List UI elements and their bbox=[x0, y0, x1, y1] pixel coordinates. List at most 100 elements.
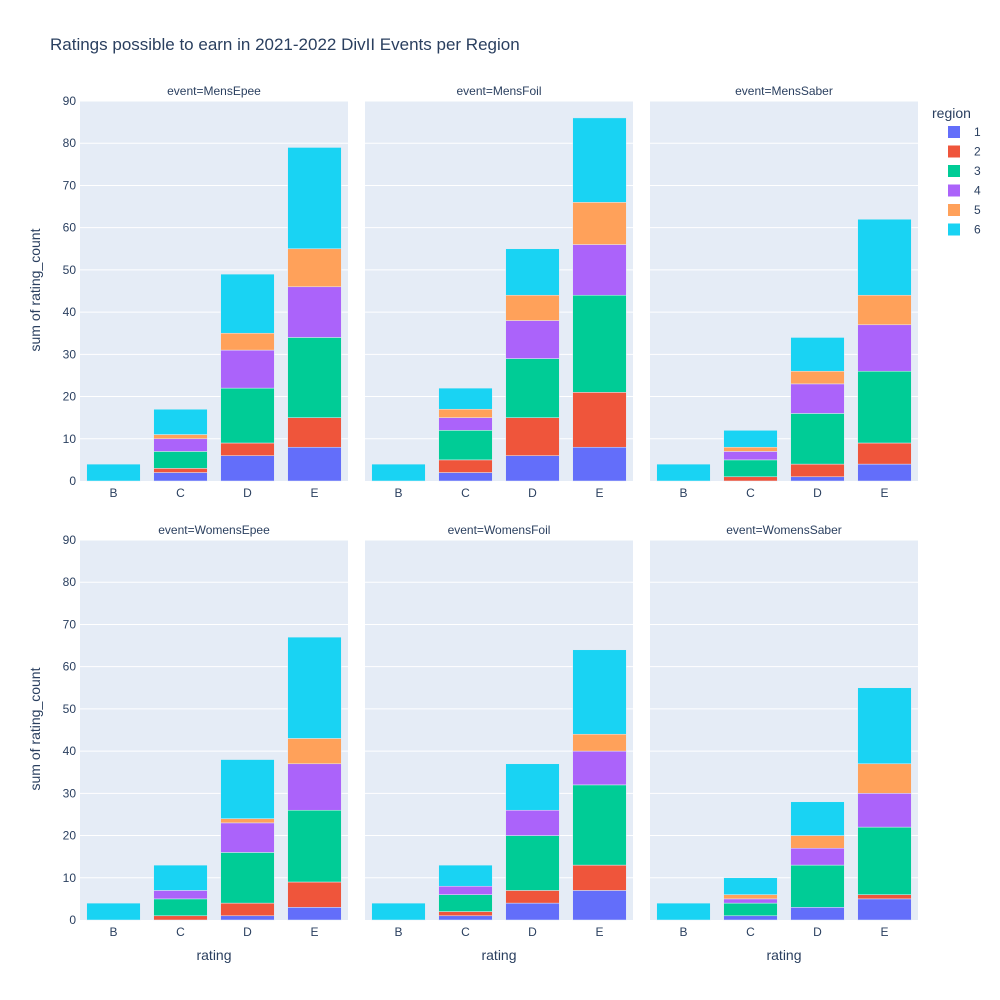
bar-segment-womensepee-d-region-4[interactable] bbox=[220, 822, 275, 853]
bar-segment-womensepee-c-region-2[interactable] bbox=[153, 915, 208, 921]
bar-segment-womensepee-b-region-6[interactable] bbox=[86, 902, 141, 921]
bar-segment-mensepee-e-region-2[interactable] bbox=[287, 417, 342, 448]
bar-segment-mensepee-d-region-6[interactable] bbox=[220, 273, 275, 334]
bar-segment-mensepee-c-region-4[interactable] bbox=[153, 438, 208, 452]
bar-segment-mensfoil-c-region-1[interactable] bbox=[438, 472, 493, 482]
bar-segment-mensepee-d-region-4[interactable] bbox=[220, 349, 275, 389]
bar-segment-womensfoil-e-region-3[interactable] bbox=[572, 784, 627, 866]
bar-segment-womenssaber-c-region-4[interactable] bbox=[723, 898, 778, 904]
bar-segment-mensepee-d-region-5[interactable] bbox=[220, 332, 275, 351]
bar-segment-womenssaber-e-region-3[interactable] bbox=[857, 826, 912, 895]
bar-segment-mensfoil-c-region-6[interactable] bbox=[438, 387, 493, 410]
bar-segment-mensfoil-c-region-5[interactable] bbox=[438, 408, 493, 418]
bar-segment-mensepee-e-region-6[interactable] bbox=[287, 147, 342, 250]
bar-segment-womensfoil-d-region-3[interactable] bbox=[505, 835, 560, 891]
bar-segment-mensfoil-e-region-3[interactable] bbox=[572, 294, 627, 393]
bar-segment-mensepee-d-region-3[interactable] bbox=[220, 387, 275, 444]
bar-segment-womensfoil-e-region-5[interactable] bbox=[572, 733, 627, 752]
bar-segment-womenssaber-c-region-1[interactable] bbox=[723, 915, 778, 921]
bar-segment-mensfoil-d-region-3[interactable] bbox=[505, 358, 560, 418]
bar-segment-womensfoil-c-region-6[interactable] bbox=[438, 864, 493, 887]
bar-segment-mensfoil-d-region-6[interactable] bbox=[505, 248, 560, 296]
bar-segment-menssaber-e-region-2[interactable] bbox=[857, 442, 912, 465]
bar-segment-womensepee-d-region-6[interactable] bbox=[220, 759, 275, 819]
bar-segment-womenssaber-e-region-5[interactable] bbox=[857, 763, 912, 794]
bar-segment-mensfoil-e-region-1[interactable] bbox=[572, 446, 627, 482]
legend-item-region-3[interactable]: 3 bbox=[948, 164, 981, 178]
bar-segment-womensfoil-d-region-2[interactable] bbox=[505, 890, 560, 904]
bar-segment-womensfoil-c-region-3[interactable] bbox=[438, 894, 493, 912]
bar-segment-womenssaber-d-region-1[interactable] bbox=[790, 907, 845, 921]
legend-item-region-1[interactable]: 1 bbox=[948, 125, 981, 139]
bar-segment-mensfoil-d-region-2[interactable] bbox=[505, 417, 560, 456]
legend-item-region-4[interactable]: 4 bbox=[948, 184, 981, 198]
bar-segment-mensfoil-d-region-5[interactable] bbox=[505, 294, 560, 321]
bar-segment-womensepee-d-region-5[interactable] bbox=[220, 818, 275, 824]
bar-segment-womensfoil-b-region-6[interactable] bbox=[371, 902, 426, 921]
bar-segment-mensfoil-e-region-2[interactable] bbox=[572, 392, 627, 448]
bar-segment-mensepee-c-region-2[interactable] bbox=[153, 468, 208, 473]
bar-segment-womenssaber-d-region-5[interactable] bbox=[790, 835, 845, 849]
bar-segment-mensepee-e-region-5[interactable] bbox=[287, 248, 342, 288]
bar-segment-womensepee-d-region-2[interactable] bbox=[220, 902, 275, 917]
bar-segment-womensepee-e-region-6[interactable] bbox=[287, 636, 342, 739]
bar-segment-menssaber-e-region-4[interactable] bbox=[857, 324, 912, 372]
bar-segment-womenssaber-e-region-1[interactable] bbox=[857, 898, 912, 921]
legend-item-region-2[interactable]: 2 bbox=[948, 145, 981, 159]
bar-segment-womensepee-e-region-1[interactable] bbox=[287, 907, 342, 921]
bar-segment-womensfoil-c-region-2[interactable] bbox=[438, 911, 493, 917]
bar-segment-mensfoil-e-region-4[interactable] bbox=[572, 244, 627, 296]
bar-segment-menssaber-d-region-6[interactable] bbox=[790, 337, 845, 372]
bar-segment-womensfoil-d-region-4[interactable] bbox=[505, 809, 560, 836]
bar-segment-menssaber-e-region-3[interactable] bbox=[857, 370, 912, 444]
bar-segment-womensfoil-e-region-4[interactable] bbox=[572, 750, 627, 786]
bar-segment-mensepee-c-region-5[interactable] bbox=[153, 434, 208, 440]
bar-segment-womensepee-c-region-4[interactable] bbox=[153, 890, 208, 900]
legend-item-region-5[interactable]: 5 bbox=[948, 203, 981, 217]
legend-item-region-6[interactable]: 6 bbox=[948, 223, 981, 237]
bar-segment-menssaber-c-region-5[interactable] bbox=[723, 446, 778, 452]
bar-segment-womensepee-d-region-1[interactable] bbox=[220, 915, 275, 921]
bar-segment-mensepee-d-region-1[interactable] bbox=[220, 455, 275, 482]
bar-segment-womenssaber-c-region-3[interactable] bbox=[723, 902, 778, 917]
bar-segment-menssaber-d-region-5[interactable] bbox=[790, 370, 845, 385]
bar-segment-menssaber-b-region-6[interactable] bbox=[656, 463, 711, 482]
bar-segment-womensepee-e-region-3[interactable] bbox=[287, 809, 342, 883]
bar-segment-menssaber-c-region-2[interactable] bbox=[723, 476, 778, 482]
bar-segment-mensfoil-c-region-4[interactable] bbox=[438, 417, 493, 431]
bar-segment-mensepee-d-region-2[interactable] bbox=[220, 442, 275, 456]
bar-segment-menssaber-c-region-6[interactable] bbox=[723, 430, 778, 448]
bar-segment-menssaber-c-region-4[interactable] bbox=[723, 451, 778, 461]
bar-segment-womensepee-e-region-5[interactable] bbox=[287, 738, 342, 765]
bar-segment-menssaber-e-region-5[interactable] bbox=[857, 294, 912, 326]
bar-segment-mensfoil-d-region-1[interactable] bbox=[505, 455, 560, 482]
bar-segment-mensfoil-b-region-6[interactable] bbox=[371, 463, 426, 482]
bar-segment-mensepee-c-region-1[interactable] bbox=[153, 472, 208, 482]
bar-segment-womenssaber-d-region-4[interactable] bbox=[790, 847, 845, 866]
bar-segment-menssaber-e-region-1[interactable] bbox=[857, 463, 912, 482]
bar-segment-womenssaber-e-region-2[interactable] bbox=[857, 894, 912, 900]
bar-segment-womensfoil-e-region-6[interactable] bbox=[572, 649, 627, 735]
bar-segment-mensepee-c-region-3[interactable] bbox=[153, 451, 208, 469]
bar-segment-mensepee-e-region-3[interactable] bbox=[287, 337, 342, 418]
bar-segment-womenssaber-d-region-3[interactable] bbox=[790, 864, 845, 908]
bar-segment-menssaber-e-region-6[interactable] bbox=[857, 218, 912, 296]
bar-segment-mensepee-e-region-4[interactable] bbox=[287, 286, 342, 338]
bar-segment-womenssaber-c-region-5[interactable] bbox=[723, 894, 778, 900]
bar-segment-womenssaber-e-region-6[interactable] bbox=[857, 687, 912, 765]
bar-segment-womenssaber-e-region-4[interactable] bbox=[857, 793, 912, 828]
bar-segment-womensfoil-d-region-6[interactable] bbox=[505, 763, 560, 811]
bar-segment-menssaber-d-region-4[interactable] bbox=[790, 383, 845, 414]
bar-segment-mensfoil-c-region-2[interactable] bbox=[438, 459, 493, 473]
bar-segment-womensfoil-e-region-2[interactable] bbox=[572, 864, 627, 891]
bar-segment-menssaber-d-region-1[interactable] bbox=[790, 476, 845, 482]
bar-segment-womensepee-c-region-6[interactable] bbox=[153, 864, 208, 891]
bar-segment-menssaber-c-region-3[interactable] bbox=[723, 459, 778, 478]
bar-segment-womenssaber-b-region-6[interactable] bbox=[656, 902, 711, 921]
bar-segment-womensfoil-c-region-1[interactable] bbox=[438, 915, 493, 921]
bar-segment-womensfoil-c-region-4[interactable] bbox=[438, 885, 493, 895]
bar-segment-womenssaber-d-region-6[interactable] bbox=[790, 801, 845, 836]
bar-segment-mensfoil-e-region-5[interactable] bbox=[572, 202, 627, 245]
bar-segment-womensepee-e-region-2[interactable] bbox=[287, 881, 342, 908]
bar-segment-womensepee-e-region-4[interactable] bbox=[287, 763, 342, 811]
